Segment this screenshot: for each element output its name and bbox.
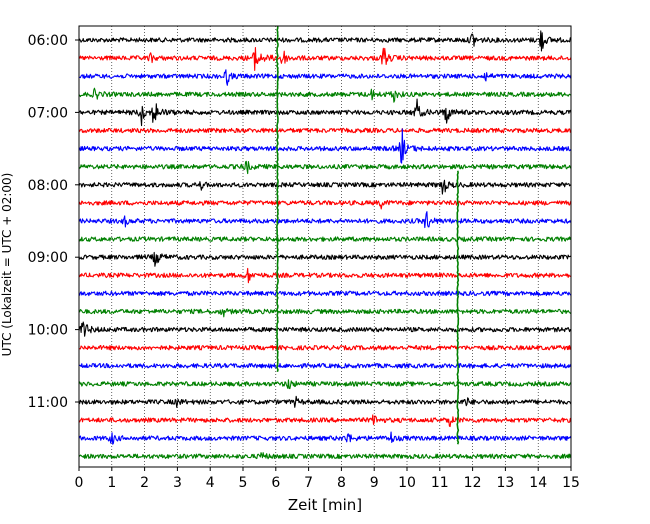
trace-0700 [78, 127, 572, 134]
x-tick-label: 14 [529, 475, 547, 491]
y-tick-label: 07:00 [28, 105, 68, 121]
trace-0915 [78, 290, 572, 297]
x-axis-label: Zeit [min] [288, 496, 362, 514]
y-tick-label: 10:00 [28, 323, 68, 339]
trace-0815 [78, 211, 572, 229]
y-tick-label: 08:00 [28, 178, 68, 194]
x-tick-label: 12 [464, 475, 482, 491]
y-tick-label: 06:00 [28, 33, 68, 49]
trace-0615 [78, 69, 572, 86]
trace-0930 [78, 308, 572, 318]
x-tick-label: 2 [140, 475, 149, 491]
trace-0545 [78, 30, 572, 52]
y-axis-label: UTC (Lokalzeit = UTC + 02:00) [0, 173, 14, 357]
x-tick-label: 10 [398, 475, 416, 491]
x-axis-ticks: 0 1 2 3 4 5 6 7 8 9 10 11 12 13 14 15 [75, 467, 580, 491]
trace-1030 [78, 379, 572, 390]
trace-0900 [78, 267, 572, 284]
trace-1115 [78, 431, 572, 445]
trace-1015 [78, 363, 572, 369]
y-axis-ticks: 06:00 07:00 08:00 09:00 10:00 11:00 [28, 33, 79, 411]
trace-0800 [78, 199, 572, 210]
trace-1100 [78, 414, 572, 428]
trace-1045 [78, 395, 572, 408]
trace-0845 [78, 251, 572, 267]
x-tick-label: 15 [562, 475, 580, 491]
x-tick-label: 0 [75, 475, 84, 491]
trace-1000 [78, 344, 572, 351]
trace-0945 [78, 321, 572, 337]
trace-1130 [78, 452, 572, 460]
x-tick-label: 4 [206, 475, 215, 491]
y-tick-label: 09:00 [28, 250, 68, 266]
trace-0745 [78, 179, 572, 195]
trace-0715 [78, 128, 572, 164]
x-tick-label: 3 [173, 475, 182, 491]
trace-0645 [78, 98, 572, 127]
x-tick-label: 5 [239, 475, 248, 491]
axes-frame [78, 25, 572, 468]
overlay-line-2 [456, 170, 460, 445]
x-tick-label: 1 [107, 475, 116, 491]
y-tick-label: 11:00 [28, 395, 68, 411]
x-tick-label: 11 [431, 475, 449, 491]
trace-group [78, 30, 572, 460]
x-tick-label: 8 [337, 475, 346, 491]
trace-0730 [78, 160, 572, 175]
overlay-line-1 [276, 25, 279, 373]
trace-0600 [78, 46, 572, 71]
x-tick-label: 6 [271, 475, 280, 491]
x-tick-label: 13 [496, 475, 514, 491]
overlay-lines [276, 25, 460, 445]
trace-0830 [78, 236, 572, 242]
trace-0630 [78, 87, 572, 103]
x-tick-label: 9 [370, 475, 379, 491]
x-tick-label: 7 [304, 475, 313, 491]
